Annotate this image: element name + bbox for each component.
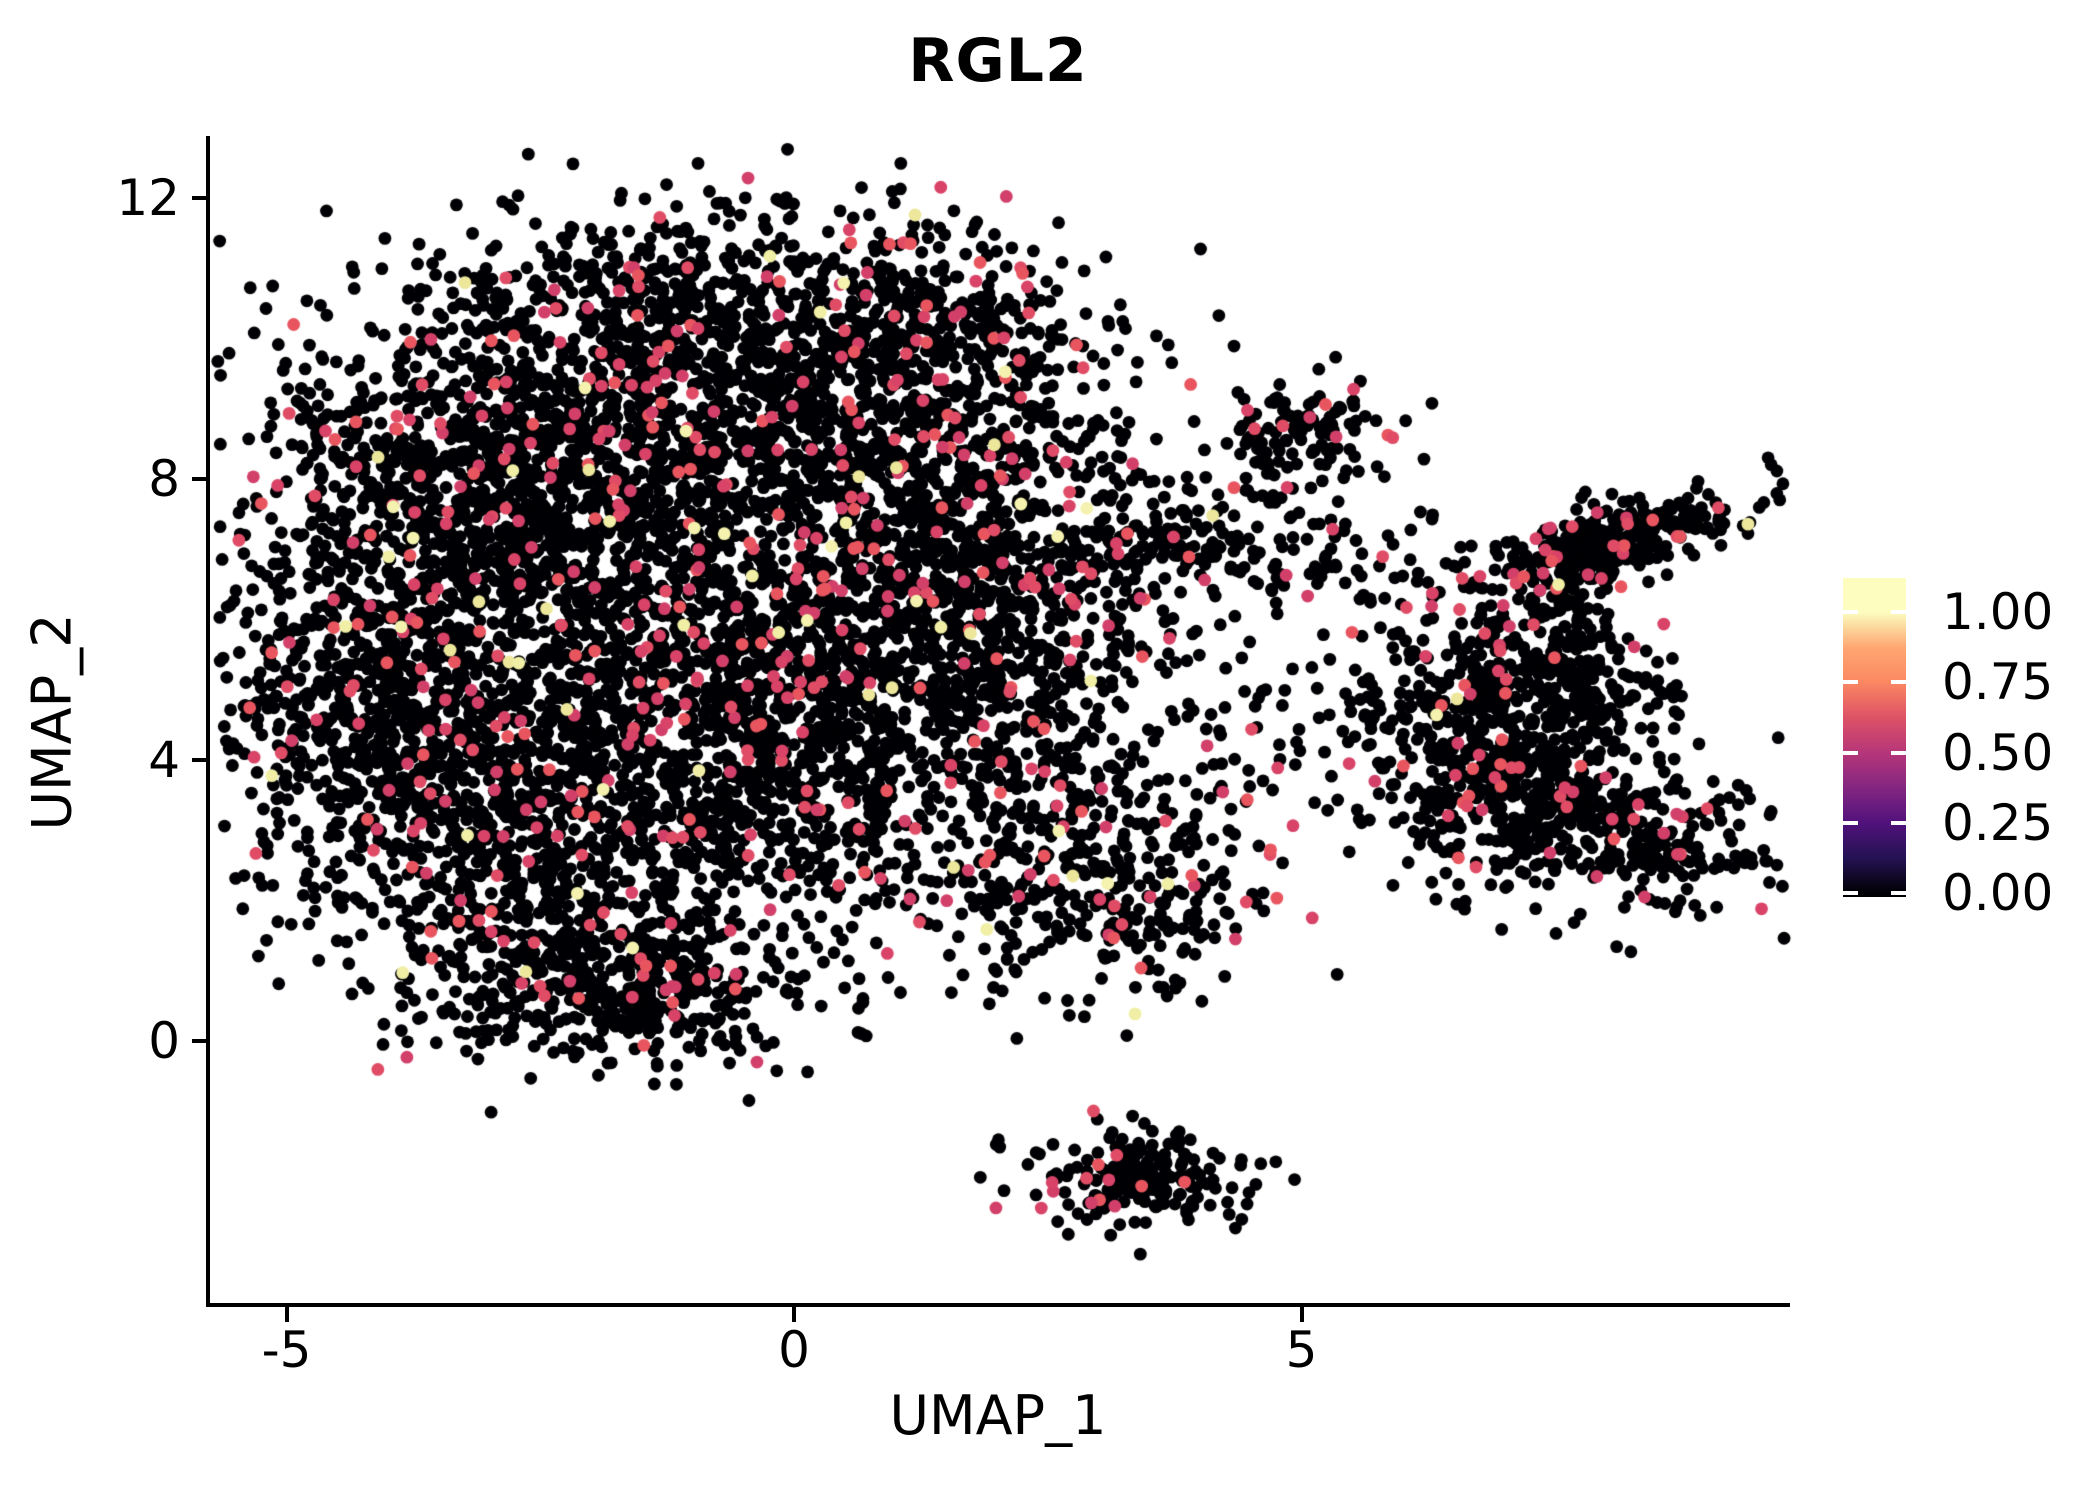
colorbar-tick-notch [1843,680,1858,685]
colorbar-tick-notch [1843,750,1858,755]
x-tick-mark [1299,1306,1304,1322]
colorbar-tick-label: 0.25 [1942,793,2054,852]
colorbar-tick-label: 0.00 [1942,864,2054,922]
colorbar-tick-notch [1843,820,1858,825]
y-tick-label: 4 [148,731,180,789]
colorbar-tick-notch [1891,750,1906,755]
y-tick-mark [192,758,207,762]
y-tick-mark [192,1039,207,1043]
y-tick-label: 0 [148,1012,180,1070]
colorbar-tick-notch [1891,820,1906,825]
x-tick-label: 5 [1285,1321,1318,1379]
colorbar-tick-label: 1.00 [1942,583,2054,641]
x-tick-mark [284,1306,289,1322]
y-axis-line [206,136,210,1307]
colorbar-tick-notch [1843,891,1858,895]
y-tick-label: 12 [116,169,180,227]
x-tick-mark [792,1306,796,1322]
colorbar-tick-notch [1843,610,1858,614]
y-tick-mark [192,196,207,200]
colorbar-tick-notch [1891,680,1906,685]
plot-title: RGL2 [908,26,1088,96]
x-tick-label: -5 [261,1321,312,1379]
x-axis-line [206,1303,1790,1307]
y-tick-mark [192,477,207,481]
colorbar-tick-label: 0.75 [1942,653,2054,712]
y-tick-label: 8 [148,450,180,508]
x-tick-label: 0 [778,1321,810,1379]
x-axis-title: UMAP_1 [889,1384,1107,1447]
colorbar-tick-notch [1891,891,1906,895]
colorbar-gradient [1843,578,1906,897]
colorbar-tick-notch [1891,610,1906,614]
y-axis-title: UMAP_2 [20,613,84,831]
colorbar-tick-label: 0.50 [1942,723,2054,782]
